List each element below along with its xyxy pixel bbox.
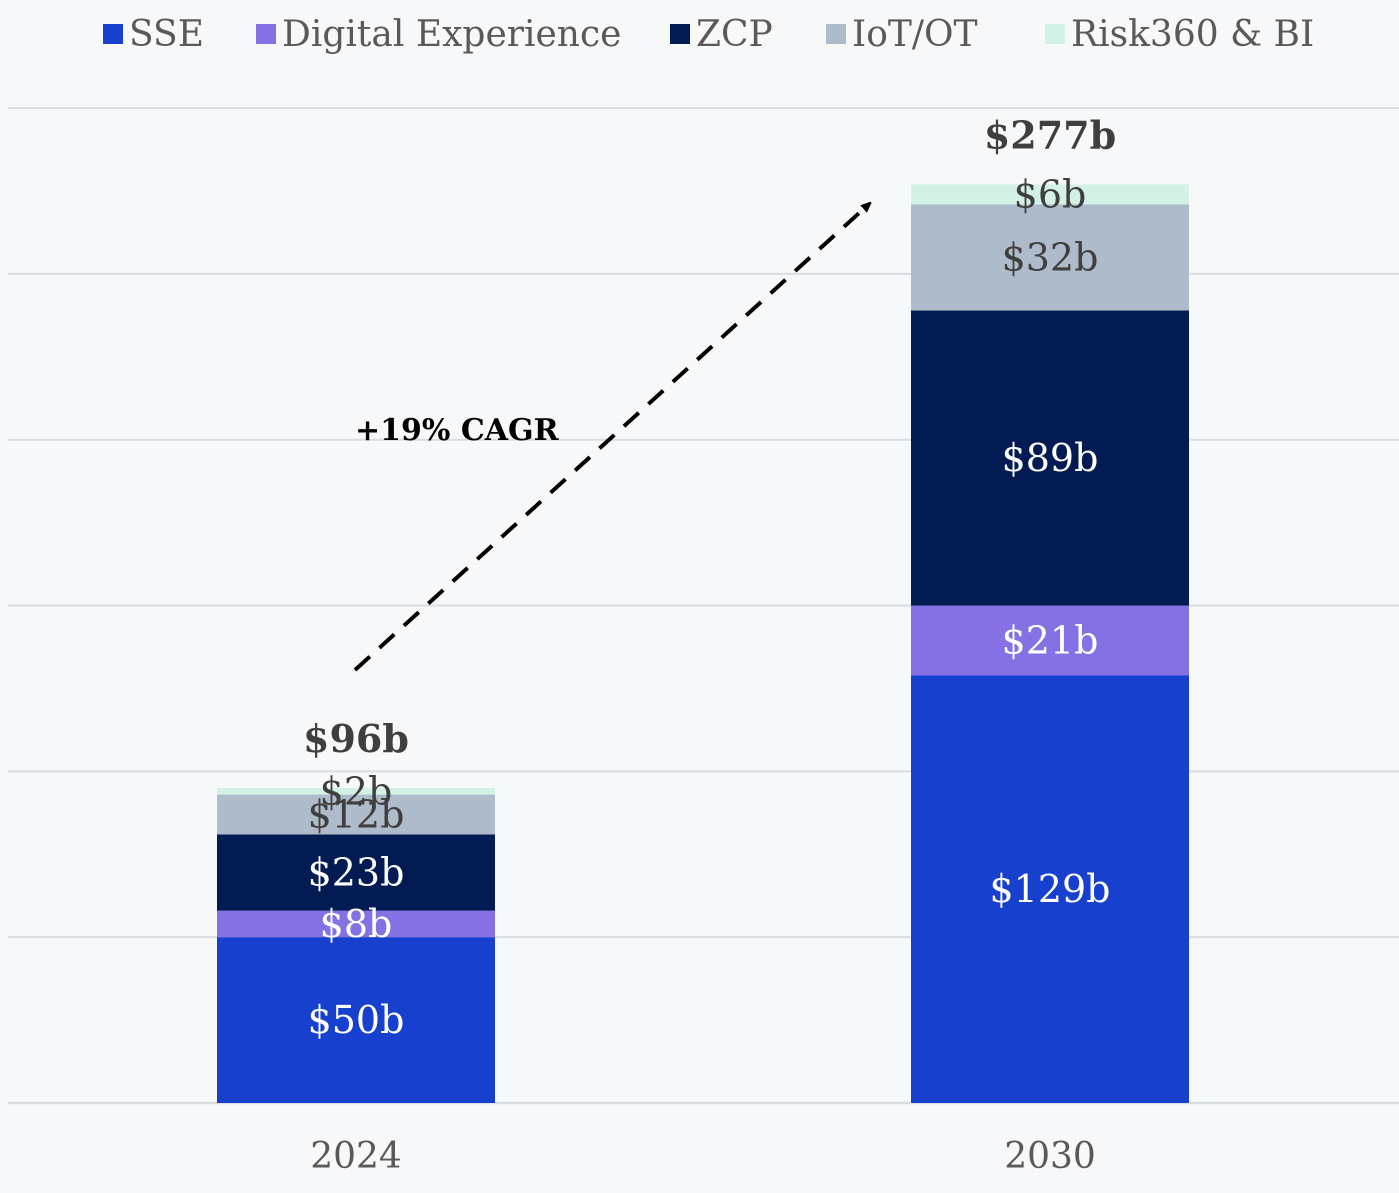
- data-label: $23b: [308, 851, 405, 895]
- legend-item: SSE: [103, 14, 204, 55]
- gridlines: [8, 107, 1399, 1105]
- bar-segment-zcp-2030: [911, 310, 1189, 606]
- bar-segment-risk360-bi-2024: [217, 787, 495, 795]
- data-label: $89b: [1002, 436, 1099, 480]
- data-label: $21b: [1002, 618, 1099, 662]
- legend-label: ZCP: [696, 14, 773, 55]
- total-label: $96b: [303, 716, 409, 761]
- x-tick-label: 2024: [310, 1136, 402, 1177]
- legend-swatch: [826, 24, 846, 44]
- legend-swatch: [103, 24, 123, 44]
- data-label: $50b: [308, 998, 405, 1042]
- legend-item: ZCP: [670, 14, 773, 55]
- legend-item: IoT/OT: [826, 14, 978, 55]
- bar-segment-iot-ot-2024: [217, 794, 495, 835]
- bar-segment-iot-ot-2030: [911, 204, 1189, 311]
- data-label: $6b: [1014, 172, 1087, 216]
- cagr-arrow: [353, 205, 868, 672]
- data-label: $129b: [989, 867, 1110, 911]
- x-tick-label: 2030: [1004, 1136, 1096, 1177]
- legend-item: Risk360 & BI: [1045, 14, 1314, 55]
- cagr-annotation: +19% CAGR: [353, 205, 868, 672]
- bar-segment-digital-experience-2024: [217, 910, 495, 938]
- total-label: $277b: [984, 112, 1116, 157]
- bar-segment-sse-2024: [217, 937, 495, 1103]
- bar-segment-risk360-bi-2030: [911, 184, 1189, 205]
- bar-segment-zcp-2024: [217, 834, 495, 911]
- legend-label: SSE: [129, 14, 204, 55]
- data-labels: $50b $8b $23b $12b$2b $129b $21b $89b $32b $6b: [308, 172, 1111, 1042]
- legend-label: IoT/OT: [852, 14, 978, 55]
- data-label: $32b: [1002, 235, 1099, 279]
- bar-segment-sse-2030: [911, 675, 1189, 1103]
- data-label: $12b: [308, 792, 405, 836]
- legend-swatch: [1045, 24, 1065, 44]
- x-axis-ticks: 2024 2030: [310, 1136, 1096, 1177]
- legend: SSE Digital Experience ZCP IoT/OT Risk360 & …: [103, 14, 1314, 55]
- legend-item: Digital Experience: [256, 14, 621, 55]
- data-label: $8b: [320, 902, 393, 946]
- legend-label: Digital Experience: [282, 14, 621, 55]
- total-labels: $96b $277b: [303, 112, 1116, 761]
- bar-segment-digital-experience-2030: [911, 605, 1189, 676]
- cagr-label: +19% CAGR: [355, 413, 560, 448]
- data-label: $2b: [320, 769, 393, 813]
- legend-swatch: [256, 24, 276, 44]
- bars: [217, 184, 1189, 1103]
- legend-swatch: [670, 24, 690, 44]
- legend-label: Risk360 & BI: [1071, 14, 1314, 55]
